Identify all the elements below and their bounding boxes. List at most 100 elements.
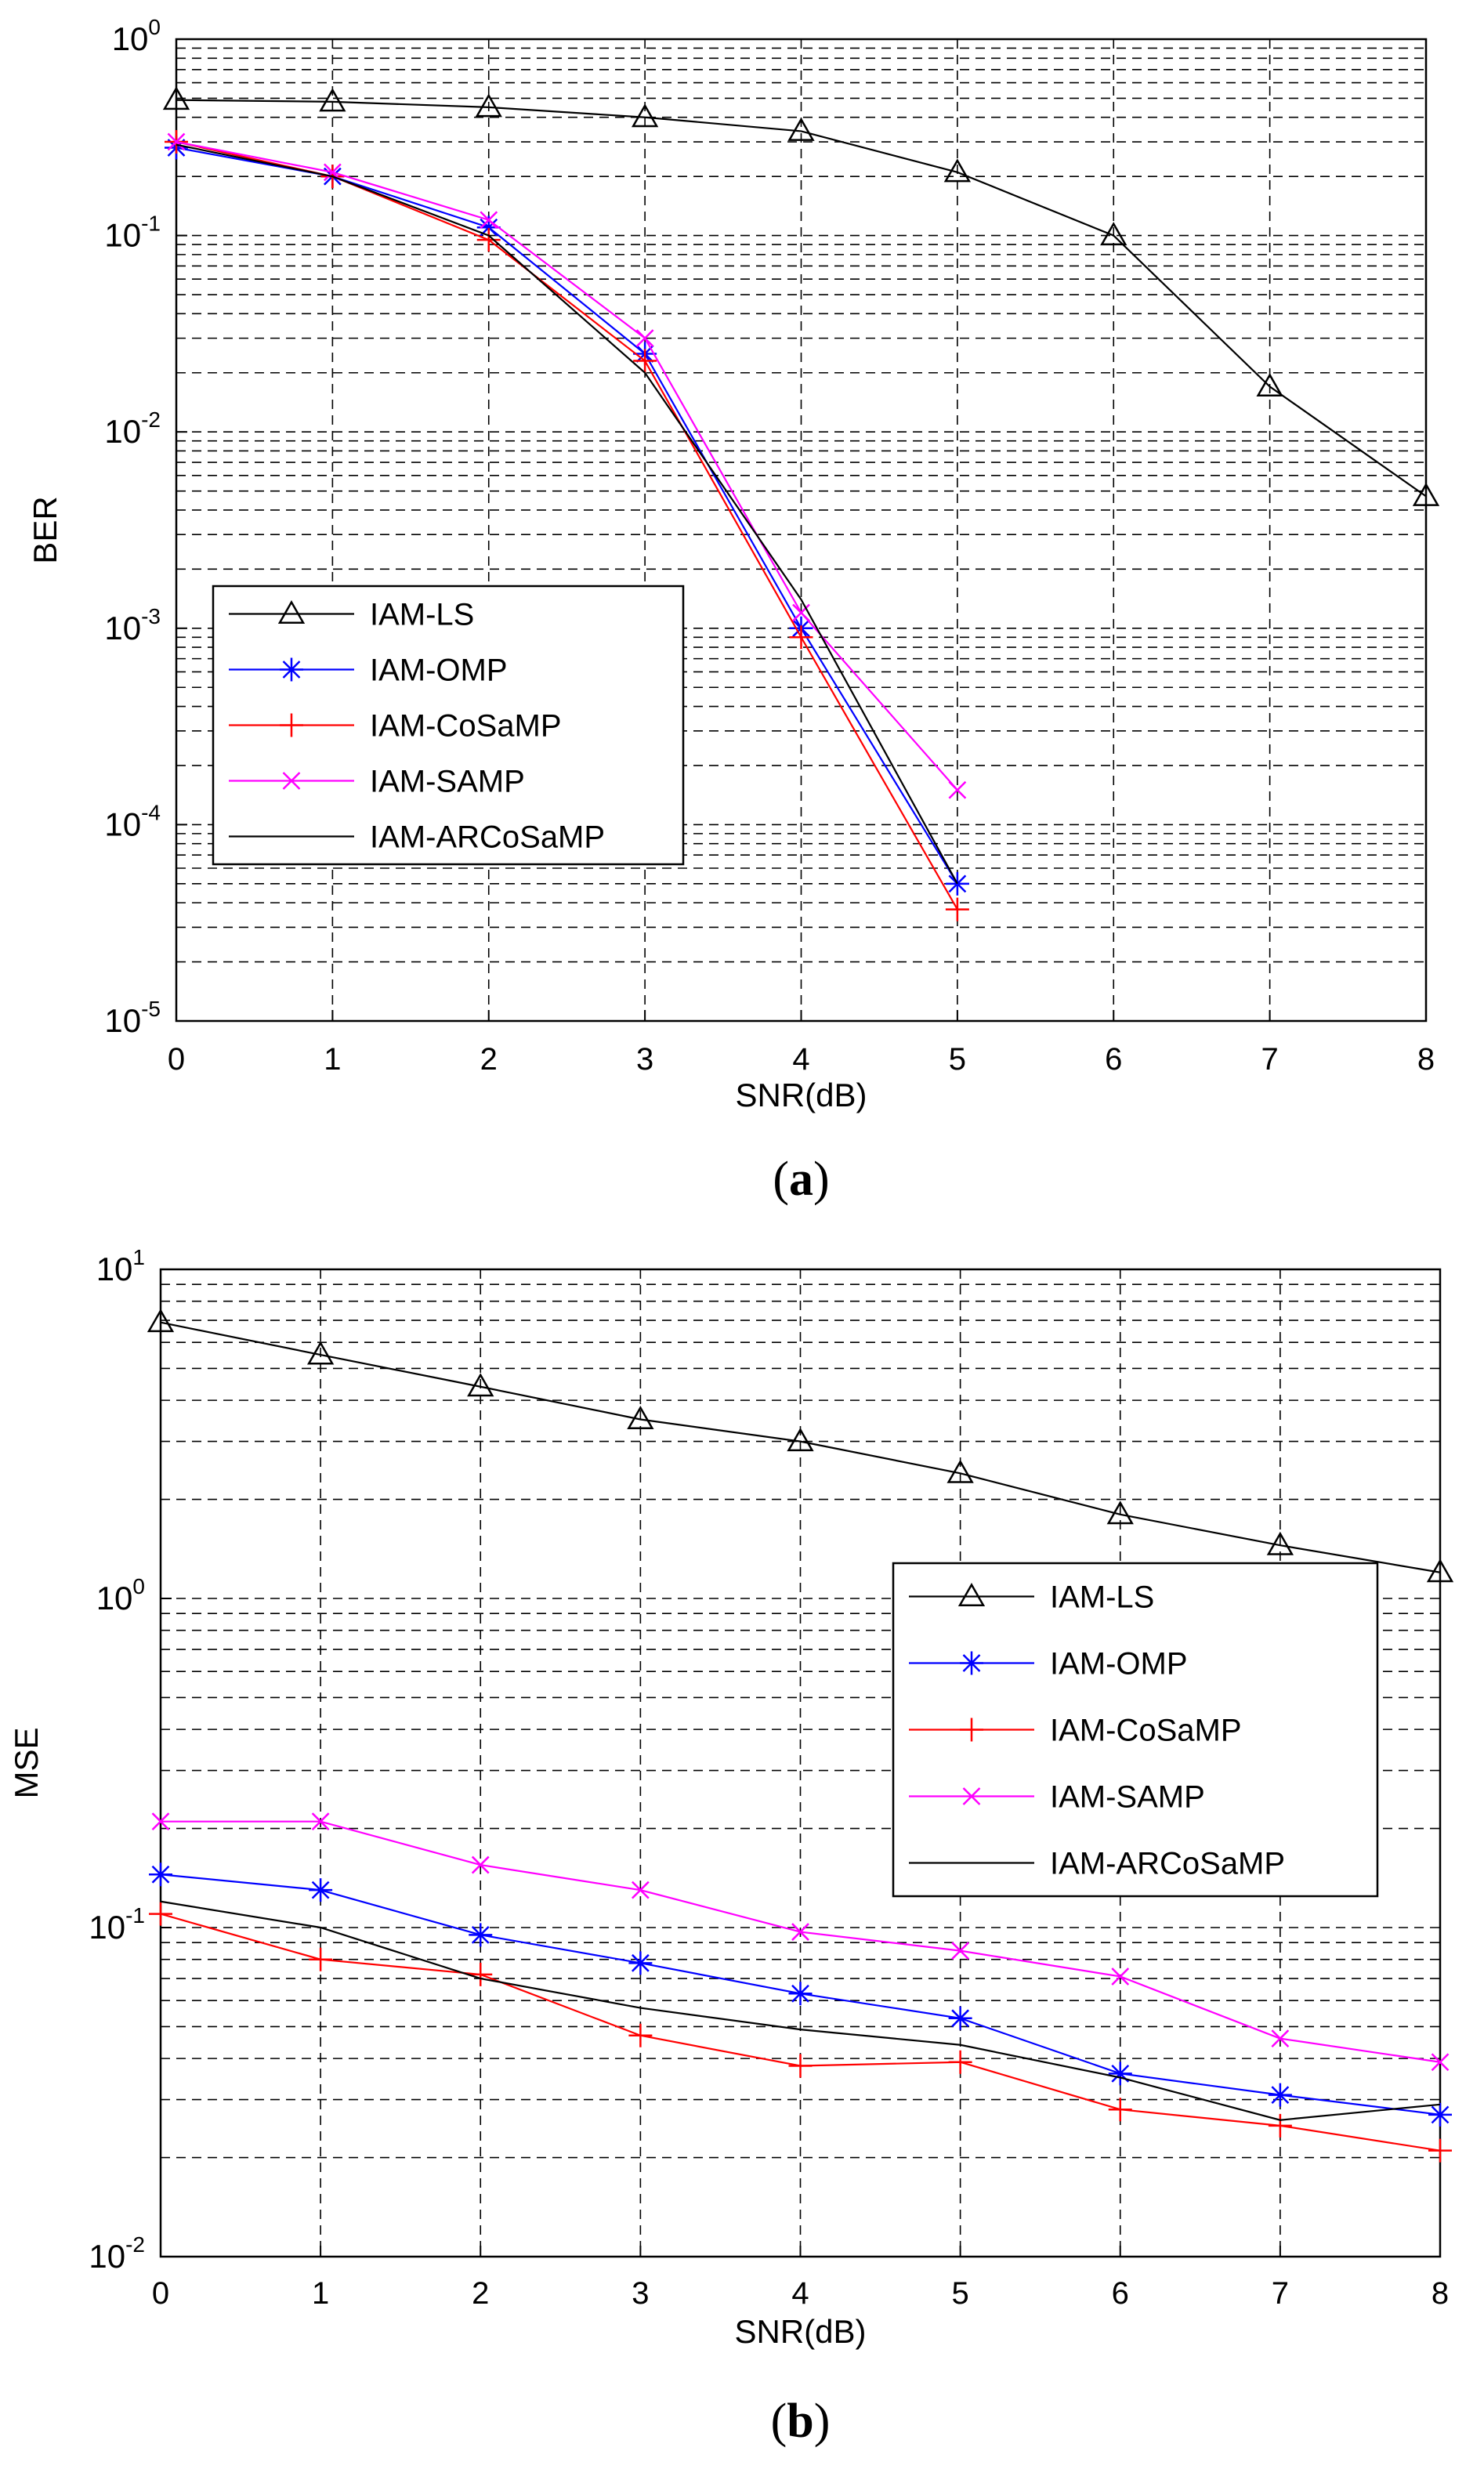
data-point [1111, 1968, 1130, 1986]
legend-entry: IAM-SAMP [229, 765, 525, 799]
x-axis-label: SNR(dB) [734, 2313, 866, 2350]
chart-a: 0 1 2 3 4 5 6 7 810010-110-210-310-410-5SNR(dB)B… [27, 15, 1440, 1206]
data-point [627, 1405, 654, 1429]
data-point [791, 1923, 809, 1941]
series-iam-samp [167, 132, 967, 799]
y-tick-base: 10 [96, 1580, 133, 1616]
data-point [628, 2023, 653, 2047]
data-point [476, 228, 501, 252]
data-point [1268, 2113, 1292, 2138]
x-tick-label: 8 [1417, 1042, 1435, 1077]
y-tick-label: 101 [96, 1245, 145, 1287]
series-iam-cosamp [149, 1902, 1452, 2163]
data-point [628, 1951, 653, 1975]
caption-close-paren: ) [814, 2395, 831, 2448]
y-tick-label: 10-2 [89, 2232, 145, 2275]
x-tick-label: 8 [1432, 2276, 1449, 2311]
y-tick-exponent: 0 [148, 15, 161, 39]
data-point [1268, 2083, 1292, 2107]
legend-marker [282, 772, 301, 790]
series-iam-ls [147, 1309, 1454, 1583]
legend-marker [960, 1718, 983, 1742]
y-tick-exponent: 1 [132, 1245, 145, 1269]
data-point [631, 1881, 650, 1899]
data-point [948, 2050, 972, 2074]
x-tick-label: 5 [949, 1042, 966, 1077]
x-tick-label: 1 [312, 2276, 329, 2311]
series-iam-omp [149, 1863, 1452, 2127]
data-point [476, 215, 501, 240]
legend-label: IAM-CoSaMP [1050, 1714, 1242, 1748]
legend-entry: IAM-OMP [909, 1647, 1188, 1682]
data-point [306, 1341, 335, 1365]
data-point [151, 1812, 170, 1831]
y-tick-label: 10-1 [89, 1903, 145, 1946]
chart-b: 0 1 2 3 4 5 6 7 810110010-110-2SNR(dB)MSE(b)IAM-… [8, 1245, 1454, 2448]
x-tick-label: 0 [168, 1042, 185, 1077]
x-tick-labels: 0 1 2 3 4 5 6 7 8 [168, 1010, 1435, 1077]
y-tick-base: 10 [104, 217, 141, 254]
x-tick-label: 2 [480, 1042, 498, 1077]
y-tick-exponent: -2 [141, 407, 161, 432]
legend-marker [280, 657, 303, 682]
caption-close-paren: ) [813, 1153, 830, 1206]
legend-entry: IAM-ARCoSaMP [229, 820, 605, 855]
data-point [311, 1812, 330, 1831]
x-tick-label: 7 [1261, 1042, 1279, 1077]
x-tick-label: 1 [324, 1042, 341, 1077]
data-point [789, 625, 813, 650]
x-tick-label: 2 [472, 2276, 489, 2311]
figure-caption: (b) [771, 2395, 831, 2448]
y-tick-base: 10 [104, 1002, 141, 1039]
data-point [471, 1855, 490, 1874]
data-point [943, 158, 972, 183]
legend-entry: IAM-LS [909, 1580, 1154, 1615]
data-point [947, 1459, 974, 1483]
data-point [1108, 2098, 1132, 2122]
series-line [176, 140, 958, 791]
series-line [160, 1321, 1441, 1573]
legend-label: IAM-SAMP [370, 765, 525, 799]
y-tick-exponent: -2 [125, 2232, 145, 2257]
y-tick-exponent: -1 [141, 212, 161, 236]
legend-entry: IAM-LS [229, 598, 474, 632]
legend-entry: IAM-OMP [229, 653, 508, 688]
series-iam-ls [162, 86, 1440, 506]
y-tick-exponent: -4 [141, 800, 161, 824]
legend-entry: IAM-ARCoSaMP [909, 1847, 1285, 1881]
y-tick-label: 10-4 [104, 800, 161, 842]
legend-label: IAM-ARCoSaMP [370, 820, 605, 855]
y-tick-exponent: 0 [132, 1574, 145, 1598]
legend-marker [277, 599, 306, 624]
data-point [633, 349, 657, 373]
y-axis-label: MSE [8, 1727, 45, 1798]
y-tick-exponent: -5 [141, 997, 161, 1021]
data-point [1426, 1558, 1454, 1583]
data-point [1108, 2062, 1132, 2086]
data-point [1428, 2102, 1452, 2127]
caption-open-paren: ( [773, 1153, 789, 1206]
x-tick-labels: 0 1 2 3 4 5 6 7 8 [152, 2246, 1449, 2311]
data-point [948, 780, 967, 799]
x-tick-label: 6 [1112, 2276, 1129, 2311]
figure-caption: (a) [773, 1153, 829, 1206]
data-point [1431, 2053, 1450, 2072]
legend-label: IAM-ARCoSaMP [1050, 1847, 1285, 1881]
legend-label: IAM-OMP [370, 653, 508, 688]
caption-open-paren: ( [771, 2395, 787, 2448]
y-tick-base: 10 [89, 1909, 125, 1946]
x-tick-label: 6 [1105, 1042, 1122, 1077]
legend-marker [962, 1787, 981, 1805]
legend-label: IAM-LS [1050, 1580, 1154, 1615]
y-tick-base: 10 [112, 20, 149, 57]
y-tick-label: 100 [96, 1574, 145, 1616]
data-point [469, 1923, 493, 1947]
series-line [176, 99, 1427, 498]
legend-label: IAM-OMP [1050, 1647, 1188, 1682]
y-tick-base: 10 [104, 805, 141, 842]
data-point [787, 1428, 814, 1452]
data-point [475, 93, 502, 118]
x-tick-label: 4 [792, 1042, 809, 1077]
data-point [149, 1902, 172, 1926]
